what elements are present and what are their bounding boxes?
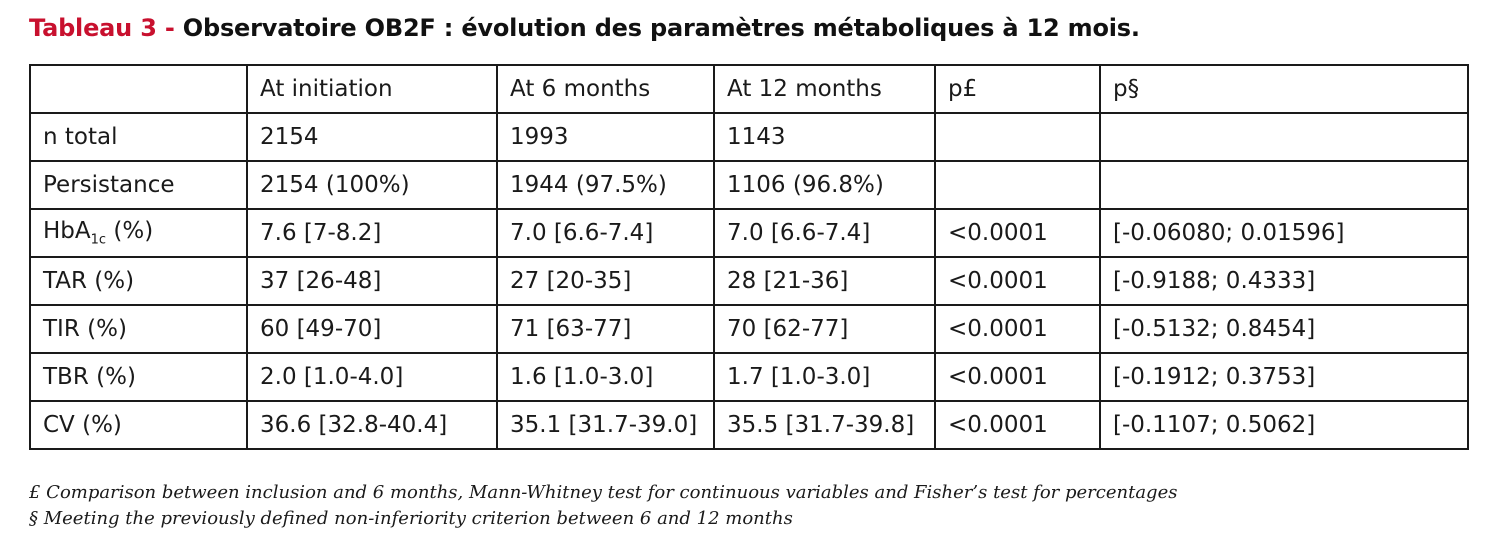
header-cell-6-months: At 6 months [496, 64, 715, 114]
table-header-row: At initiation At 6 months At 12 months p… [29, 64, 1469, 114]
table-row: TAR (%) 37 [26-48] 27 [20-35] 28 [21-36]… [29, 256, 1469, 306]
table-cell [1099, 112, 1469, 162]
table-row: Persistance 2154 (100%) 1944 (97.5%) 110… [29, 160, 1469, 210]
table-cell: [-0.06080; 0.01596] [1099, 208, 1469, 258]
table-cell: 35.5 [31.7-39.8] [713, 400, 936, 450]
row-label: HbA1c (%) [29, 208, 248, 258]
table-cell: 7.6 [7-8.2] [246, 208, 498, 258]
table-cell: 27 [20-35] [496, 256, 715, 306]
row-label: CV (%) [29, 400, 248, 450]
footnote-pound: £ Comparison between inclusion and 6 mon… [29, 482, 1178, 503]
table-cell: 1993 [496, 112, 715, 162]
table-cell: 7.0 [6.6-7.4] [713, 208, 936, 258]
table-cell: 1.7 [1.0-3.0] [713, 352, 936, 402]
header-cell-p-pound: p£ [934, 64, 1101, 114]
row-label: TIR (%) [29, 304, 248, 354]
table-title-text: Observatoire OB2F : évolution des paramè… [182, 14, 1140, 42]
row-label: TAR (%) [29, 256, 248, 306]
table-cell: 60 [49-70] [246, 304, 498, 354]
table-row: HbA1c (%) 7.6 [7-8.2] 7.0 [6.6-7.4] 7.0 … [29, 208, 1469, 258]
table-cell: 28 [21-36] [713, 256, 936, 306]
row-label-main: HbA [43, 218, 91, 245]
table-cell: 70 [62-77] [713, 304, 936, 354]
footnote-section: § Meeting the previously defined non-inf… [29, 508, 793, 529]
table-cell: 35.1 [31.7-39.0] [496, 400, 715, 450]
data-table: At initiation At 6 months At 12 months p… [29, 64, 1469, 450]
table-cell: 71 [63-77] [496, 304, 715, 354]
row-label-suffix: (%) [106, 218, 154, 245]
header-cell-initiation: At initiation [246, 64, 498, 114]
table-cell: [-0.1107; 0.5062] [1099, 400, 1469, 450]
table-cell [1099, 160, 1469, 210]
table-cell: 2.0 [1.0-4.0] [246, 352, 498, 402]
table-cell: [-0.9188; 0.4333] [1099, 256, 1469, 306]
table-cell: 1944 (97.5%) [496, 160, 715, 210]
table-cell: 36.6 [32.8-40.4] [246, 400, 498, 450]
footnotes: £ Comparison between inclusion and 6 mon… [29, 480, 1177, 532]
table-row: CV (%) 36.6 [32.8-40.4] 35.1 [31.7-39.0]… [29, 400, 1469, 450]
table-row: TIR (%) 60 [49-70] 71 [63-77] 70 [62-77]… [29, 304, 1469, 354]
table-cell: 1106 (96.8%) [713, 160, 936, 210]
table-cell: 1143 [713, 112, 936, 162]
header-cell-empty [29, 64, 248, 114]
row-label: Persistance [29, 160, 248, 210]
table-cell: <0.0001 [934, 304, 1101, 354]
row-label: n total [29, 112, 248, 162]
table-cell: 7.0 [6.6-7.4] [496, 208, 715, 258]
header-cell-12-months: At 12 months [713, 64, 936, 114]
table-row: n total 2154 1993 1143 [29, 112, 1469, 162]
table-cell: <0.0001 [934, 256, 1101, 306]
table-cell: <0.0001 [934, 400, 1101, 450]
table-cell [934, 112, 1101, 162]
table-cell: <0.0001 [934, 208, 1101, 258]
table-cell: 37 [26-48] [246, 256, 498, 306]
table-cell: 2154 (100%) [246, 160, 498, 210]
table-cell: 1.6 [1.0-3.0] [496, 352, 715, 402]
row-label-subscript: 1c [90, 232, 107, 248]
table-row: TBR (%) 2.0 [1.0-4.0] 1.6 [1.0-3.0] 1.7 … [29, 352, 1469, 402]
table-cell: [-0.5132; 0.8454] [1099, 304, 1469, 354]
table-title: Tableau 3 - Observatoire OB2F : évolutio… [29, 14, 1140, 42]
table-cell: <0.0001 [934, 352, 1101, 402]
table-cell [934, 160, 1101, 210]
row-label: TBR (%) [29, 352, 248, 402]
header-cell-p-section: p§ [1099, 64, 1469, 114]
table-cell: [-0.1912; 0.3753] [1099, 352, 1469, 402]
table-title-label: Tableau 3 - [29, 14, 183, 42]
table-cell: 2154 [246, 112, 498, 162]
